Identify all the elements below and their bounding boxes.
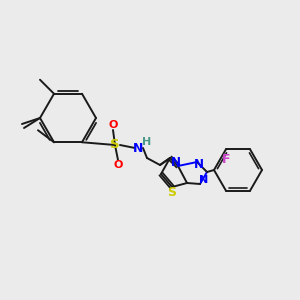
Text: N: N xyxy=(200,175,208,185)
Text: N: N xyxy=(171,155,181,169)
Text: H: H xyxy=(142,137,152,147)
Text: N: N xyxy=(194,158,204,172)
Text: S: S xyxy=(167,185,176,199)
Text: O: O xyxy=(113,160,123,170)
Text: S: S xyxy=(110,139,120,152)
Text: N: N xyxy=(133,142,143,154)
Text: O: O xyxy=(108,120,118,130)
Text: F: F xyxy=(222,153,230,166)
